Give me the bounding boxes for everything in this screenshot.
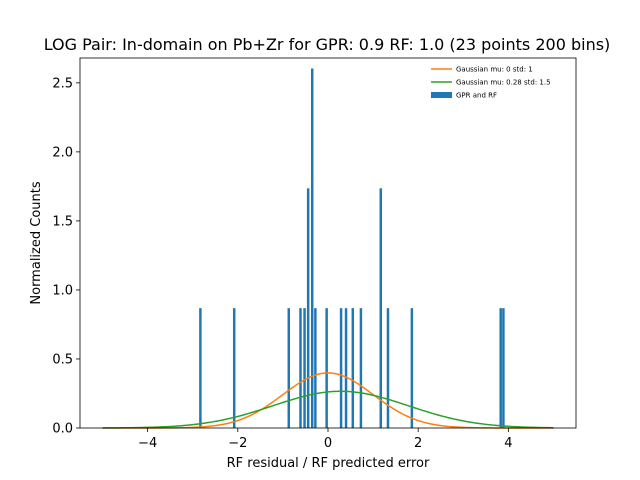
- histogram-bar-8: [314, 308, 317, 428]
- chart-title: LOG Pair: In-domain on Pb+Zr for GPR: 0.…: [44, 35, 611, 54]
- y-tick-label: 0.0: [52, 422, 73, 437]
- legend-label-gaussian-2: Gaussian mu: 0.28 std: 1.5: [456, 79, 551, 87]
- histogram-bar-5: [303, 308, 306, 428]
- histogram-bar-16: [410, 308, 414, 428]
- legend-swatch-histogram: [431, 92, 452, 98]
- y-tick-label: 1.0: [52, 283, 73, 298]
- histogram-bar-14: [379, 188, 382, 428]
- y-tick-label: 2.5: [52, 76, 73, 91]
- histogram-bar-13: [359, 308, 363, 428]
- x-axis-label: RF residual / RF predicted error: [227, 456, 430, 471]
- histogram-bar-1: [199, 308, 202, 428]
- legend-label-gaussian-1: Gaussian mu: 0 std: 1: [456, 66, 533, 74]
- histogram-bar-15: [386, 308, 390, 428]
- y-axis-label: Normalized Counts: [29, 181, 44, 304]
- histogram-bar-4: [299, 308, 302, 428]
- x-tick-label: 4: [504, 436, 512, 451]
- histogram-bars: [199, 68, 505, 429]
- y-tick-label: 2.0: [52, 145, 73, 160]
- histogram-bar-12: [351, 308, 355, 428]
- plot-area: [80, 58, 576, 428]
- legend: Gaussian mu: 0 std: 1 Gaussian mu: 0.28 …: [431, 66, 551, 100]
- y-tick-label: 1.5: [52, 214, 73, 229]
- x-tick-label: −2: [228, 436, 247, 451]
- histogram-bar-2: [232, 308, 236, 428]
- gaussian-curve-2: [102, 390, 554, 429]
- histogram-bar-6: [306, 188, 310, 428]
- y-tick-label: 0.5: [52, 352, 73, 367]
- histogram-bar-11: [344, 308, 348, 428]
- histogram-bar-7: [310, 68, 314, 429]
- x-axis-ticks: −4 −2 0 2 4: [138, 428, 513, 451]
- x-tick-label: 2: [414, 436, 422, 451]
- histogram-bar-18: [502, 308, 505, 428]
- y-axis-ticks: 0.0 0.5 1.0 1.5 2.0 2.5: [52, 76, 80, 437]
- histogram-bar-9: [325, 308, 328, 428]
- x-tick-label: −4: [138, 436, 157, 451]
- histogram-bar-3: [287, 308, 291, 428]
- x-tick-label: 0: [324, 436, 332, 451]
- histogram-bar-10: [339, 308, 343, 428]
- legend-label-histogram: GPR and RF: [456, 92, 497, 100]
- histogram-bar-17: [499, 308, 502, 428]
